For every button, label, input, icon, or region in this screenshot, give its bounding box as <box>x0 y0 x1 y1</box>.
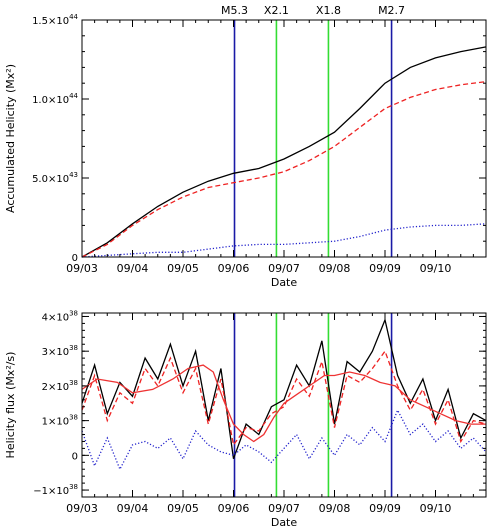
flare-label: X2.1 <box>264 4 289 17</box>
y-tick-label: 1.5×1044 <box>32 13 78 27</box>
plot-frame <box>81 312 487 498</box>
series-line-solid <box>81 46 487 258</box>
y-tick-label: 1.0×1044 <box>32 92 78 106</box>
x-tick-label: 09/04 <box>117 262 149 275</box>
y-tick-label: 4×1038 <box>42 309 78 323</box>
series-line-dashed <box>81 80 487 258</box>
flare-label: M2.7 <box>378 4 405 17</box>
y-tick-label: 3×1038 <box>42 344 78 358</box>
accumulated-helicity-panel: M5.3 X2.1 X1.8 M2.7 09/03 09/04 09/05 09/06 09/0… <box>4 4 487 289</box>
y-tick-label: 5.0×1043 <box>32 171 78 185</box>
x-tick-label: 09/05 <box>167 502 199 515</box>
flare-label: M5.3 <box>221 4 248 17</box>
series-line-dotted <box>81 408 487 471</box>
y-tick-label: 0 <box>72 253 78 264</box>
x-tick-label: 09/06 <box>218 502 250 515</box>
helicity-flux-panel: 09/03 09/04 09/05 09/06 09/07 09/08 09/09 09/10… <box>4 309 487 529</box>
y-axis-label: Helicity flux (Mx²/s) <box>4 352 17 459</box>
x-tick-label: 09/08 <box>319 262 351 275</box>
x-tick-label: 09/10 <box>420 262 452 275</box>
y-tick-label: −1×1038 <box>33 483 78 497</box>
x-tick-label: 09/04 <box>117 502 149 515</box>
x-tick-label: 09/03 <box>66 262 98 275</box>
flare-label: X1.8 <box>316 4 341 17</box>
x-tick-label: 09/08 <box>319 502 351 515</box>
x-axis-label: Date <box>271 276 298 289</box>
x-tick-label: 09/05 <box>167 262 199 275</box>
series-line-solid <box>81 317 487 460</box>
x-tick-label: 09/10 <box>420 502 452 515</box>
x-tick-label: 09/07 <box>268 502 300 515</box>
x-tick-label: 09/09 <box>369 502 401 515</box>
x-axis-label: Date <box>271 516 298 529</box>
series-line-dotted <box>81 223 487 258</box>
y-tick-label: 2×1038 <box>42 379 78 393</box>
x-tick-label: 09/03 <box>66 502 98 515</box>
x-tick-label: 09/06 <box>218 262 250 275</box>
y-tick-label: 0 <box>72 451 78 462</box>
y-tick-label: 1×1038 <box>42 414 78 428</box>
x-tick-label: 09/09 <box>369 262 401 275</box>
series-line-solid <box>81 364 486 443</box>
x-tick-label: 09/07 <box>268 262 300 275</box>
y-axis-label: Accumulated Helicity (Mx²) <box>4 64 17 213</box>
plot-frame <box>81 19 487 258</box>
